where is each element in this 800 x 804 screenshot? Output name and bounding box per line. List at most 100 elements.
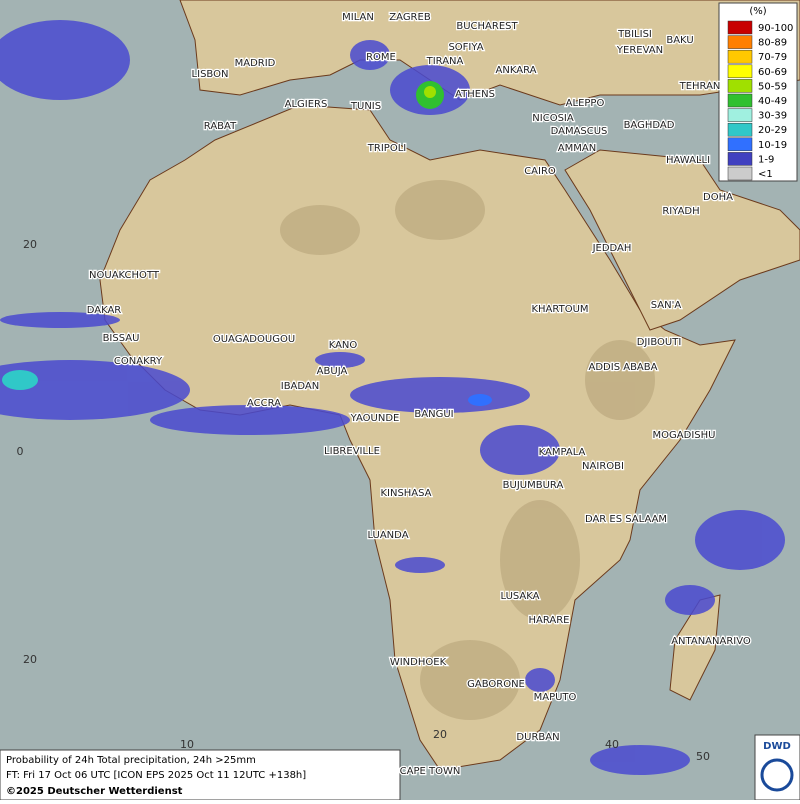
city-label: GABORONE [467,679,525,690]
city-label: DAR ES SALAAM [585,514,667,525]
city-label: TBILISI [617,29,652,40]
grid-label: 40 [605,738,619,751]
city-label: MOGADISHU [653,430,716,441]
city-label: YEREVAN [616,45,663,56]
city-label: HARARE [528,615,569,626]
city-label: LUSAKA [501,591,540,602]
legend-label: 60-69 [758,67,787,78]
city-label: WINDHOEK [390,657,447,668]
legend-label: 50-59 [758,81,787,92]
city-label: LUANDA [367,530,408,541]
grid-label: 20 [23,238,37,251]
legend-swatch [727,108,753,122]
legend-swatch [727,166,753,181]
city-label: ZAGREB [389,12,431,23]
city-label: TIRANA [426,56,464,67]
city-label: BAGHDAD [624,120,675,131]
city-label: DJIBOUTI [637,337,682,348]
footer-line: FT: Fri 17 Oct 06 UTC [ICON EPS 2025 Oct… [6,770,306,781]
city-label: SAN'A [651,300,682,311]
city-label: BUJUMBURA [503,480,564,491]
legend-label: 70-79 [758,52,787,63]
land [99,0,800,771]
city-label: KHARTOUM [531,304,588,315]
legend-swatch [727,64,753,79]
city-label: MADRID [235,58,276,69]
legend-label: 80-89 [758,38,787,49]
legend-swatch [727,93,753,108]
city-label: RIYADH [662,206,699,217]
city-label: BAKU [666,35,693,46]
city-label: DAKAR [87,305,122,316]
footer-box [0,749,401,801]
city-label: LISBON [192,69,229,80]
precipitation [0,20,785,775]
legend-label: 10-19 [758,140,787,151]
grid-label: 10 [180,738,194,751]
city-label: ALGIERS [285,99,328,110]
city-label: BUCHAREST [456,21,518,32]
city-label: ANTANANARIVO [671,636,751,647]
city-label: TRIPOLI [367,143,406,154]
city-label: DURBAN [516,732,559,743]
city-label: YAOUNDE [350,413,400,424]
legend-label: 20-29 [758,125,787,136]
city-label: NAIROBI [582,461,624,472]
city-label: HAWALLI [666,155,710,166]
city-label: TEHRAN [679,81,721,92]
city-label: IBADAN [281,381,320,392]
grid-label: 20 [23,653,37,666]
city-label: CONAKRY [114,356,163,367]
grid-label: 20 [433,728,447,741]
city-label: DOHA [703,192,733,203]
legend-label: 90-100 [758,23,793,34]
city-label: ABUJA [317,366,348,377]
city-label: ANKARA [496,65,537,76]
city-label: LIBREVILLE [324,446,380,457]
copyright: ©2025 Deutscher Wetterdienst [6,786,183,797]
legend-label: 1-9 [758,154,774,165]
city-label: KANO [329,340,358,351]
city-label: ACCRA [247,398,281,409]
city-label: ROME [366,52,396,63]
city-label: BISSAU [103,333,140,344]
legend-swatch [727,137,753,152]
legend-swatch [727,122,753,137]
city-label: CAPE TOWN [400,766,461,777]
grid-label: 0 [17,445,24,458]
grid-label: 50 [696,750,710,763]
relief [280,180,655,720]
city-label: ATHENS [455,89,495,100]
city-label: AMMAN [558,143,596,154]
city-label: MILAN [342,12,374,23]
city-label: BANGUI [414,409,453,420]
city-label: MAPUTO [534,692,577,703]
legend-label: 30-39 [758,111,787,122]
legend-swatch [727,49,753,64]
city-label: SOFIYA [448,42,483,53]
legend-label: <1 [758,169,773,180]
legend-swatch [727,152,753,166]
city-label: RABAT [204,121,237,132]
precip-high [2,81,492,406]
city-label: DAMASCUS [551,126,608,137]
city-label: JEDDAH [592,243,632,254]
logo: DWD [763,741,791,752]
city-label: ADDIS ABABA [589,362,658,373]
city-label: CAIRO [524,166,556,177]
city-label: OUAGADOUGOU [213,334,295,345]
legend-swatch [727,20,753,35]
legend-title: (%) [749,6,766,17]
city-label: NICOSIA [532,113,574,124]
city-label: KAMPALA [539,447,586,458]
footer-line: Probability of 24h Total precipitation, … [6,755,256,766]
legend-label: 40-49 [758,96,787,107]
legend-swatch [727,35,753,49]
logo-icon [760,758,794,792]
city-label: KINSHASA [380,488,431,499]
city-label: NOUAKCHOTT [89,270,160,281]
city-label: TUNIS [350,101,381,112]
city-label: ALEPPO [566,98,605,109]
legend-swatch [727,79,753,93]
